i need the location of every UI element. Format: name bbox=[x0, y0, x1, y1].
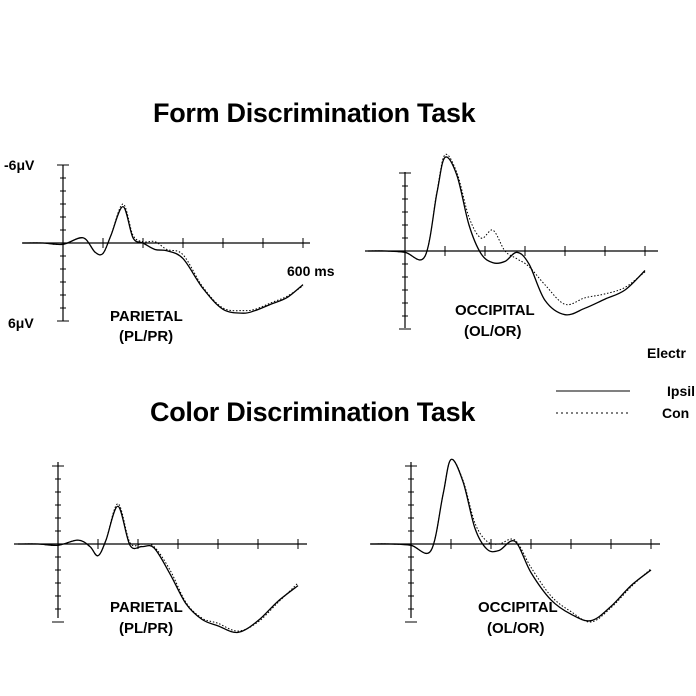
time-scale-label: 600 ms bbox=[287, 263, 335, 279]
panel-form-occipital: OCCIPITAL (OL/OR) bbox=[364, 153, 658, 340]
panel-electrode-label: (OL/OR) bbox=[487, 620, 545, 637]
legend-contra-label: Con bbox=[662, 405, 689, 421]
ipsilateral-waveform bbox=[364, 156, 646, 316]
panel-region-label: PARIETAL bbox=[110, 308, 183, 325]
pos-voltage-label: 6μV bbox=[8, 315, 34, 331]
contralateral-waveform bbox=[364, 153, 646, 306]
panel-region-label: OCCIPITAL bbox=[455, 302, 535, 319]
legend-title: Electr bbox=[647, 345, 686, 361]
panel-form-parietal: PARIETAL (PL/PR) bbox=[22, 164, 310, 345]
ipsilateral-waveform bbox=[22, 205, 304, 314]
neg-voltage-label: -6μV bbox=[4, 157, 35, 173]
contralateral-waveform bbox=[370, 458, 652, 623]
color-task-title: Color Discrimination Task bbox=[150, 397, 476, 427]
form-task-title: Form Discrimination Task bbox=[153, 98, 476, 128]
panel-color-occipital: OCCIPITAL (OL/OR) bbox=[370, 458, 660, 637]
contralateral-waveform bbox=[17, 503, 299, 632]
panel-region-label: OCCIPITAL bbox=[478, 599, 558, 616]
panel-region-label: PARIETAL bbox=[110, 599, 183, 616]
panel-electrode-label: (PL/PR) bbox=[119, 328, 173, 345]
contralateral-waveform bbox=[22, 203, 304, 312]
panel-color-parietal: PARIETAL (PL/PR) bbox=[14, 462, 307, 637]
panel-electrode-label: (PL/PR) bbox=[119, 620, 173, 637]
panel-electrode-label: (OL/OR) bbox=[464, 323, 522, 340]
legend-ipsi-label: Ipsil bbox=[667, 383, 695, 399]
ipsilateral-waveform bbox=[370, 458, 652, 622]
